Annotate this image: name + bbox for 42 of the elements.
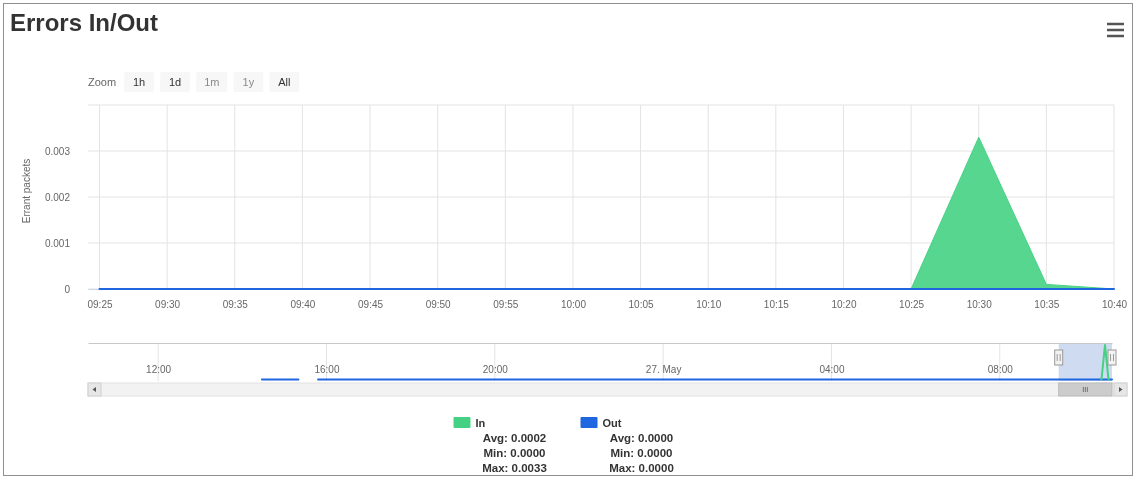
legend-label: Out — [602, 417, 622, 429]
x-tick-label: 09:25 — [87, 299, 113, 311]
y-axis-title: Errant packets — [21, 158, 32, 224]
text: 1y — [242, 76, 255, 88]
x-tick-label: 09:40 — [290, 299, 316, 311]
text: 1m — [204, 76, 220, 88]
text: 1d — [169, 76, 182, 88]
x-tick-label: 12:00 — [146, 364, 172, 375]
y-tick-label: 0.003 — [44, 145, 71, 157]
x-tick-label: 09:45 — [358, 299, 384, 311]
text: 1h — [133, 76, 146, 88]
x-tick-label: 09:35 — [222, 299, 249, 311]
x-tick-label: 10:20 — [831, 299, 857, 311]
text: Max: 0.0000 — [609, 462, 674, 474]
y-tick-label: 0 — [64, 283, 71, 295]
text: Avg: 0.0002 — [482, 432, 547, 444]
text: Avg: 0.0000 — [609, 432, 674, 444]
x-tick-label: 09:55 — [493, 299, 519, 311]
chart-title: Errors In/Out — [10, 9, 159, 36]
text: All — [278, 76, 291, 88]
text: Zoom — [88, 76, 117, 88]
y-tick-label: 0.001 — [44, 237, 71, 249]
text: Max: 0.0033 — [482, 462, 547, 474]
x-tick-label: 10:10 — [696, 299, 722, 311]
y-tick-label: 0.002 — [44, 191, 71, 203]
text: Min: 0.0000 — [610, 447, 673, 459]
x-tick-label: 10:40 — [1101, 299, 1128, 311]
x-tick-label: 09:50 — [425, 299, 452, 311]
x-tick-label: 10:25 — [899, 299, 925, 311]
text: Min: 0.0000 — [483, 447, 546, 459]
x-tick-label: 09:30 — [155, 299, 181, 311]
x-tick-label: 10:00 — [560, 299, 587, 311]
x-tick-label: 27. May — [645, 364, 682, 375]
x-tick-label: 20:00 — [482, 364, 509, 375]
x-tick-label: 10:05 — [628, 299, 655, 311]
x-tick-label: 04:00 — [819, 364, 845, 375]
x-tick-label: 10:35 — [1034, 299, 1060, 311]
x-tick-label: 08:00 — [987, 364, 1014, 375]
x-tick-label: 16:00 — [314, 364, 340, 375]
x-tick-label: 10:30 — [966, 299, 993, 311]
x-tick-label: 10:15 — [763, 299, 790, 311]
legend-label: In — [475, 417, 486, 429]
